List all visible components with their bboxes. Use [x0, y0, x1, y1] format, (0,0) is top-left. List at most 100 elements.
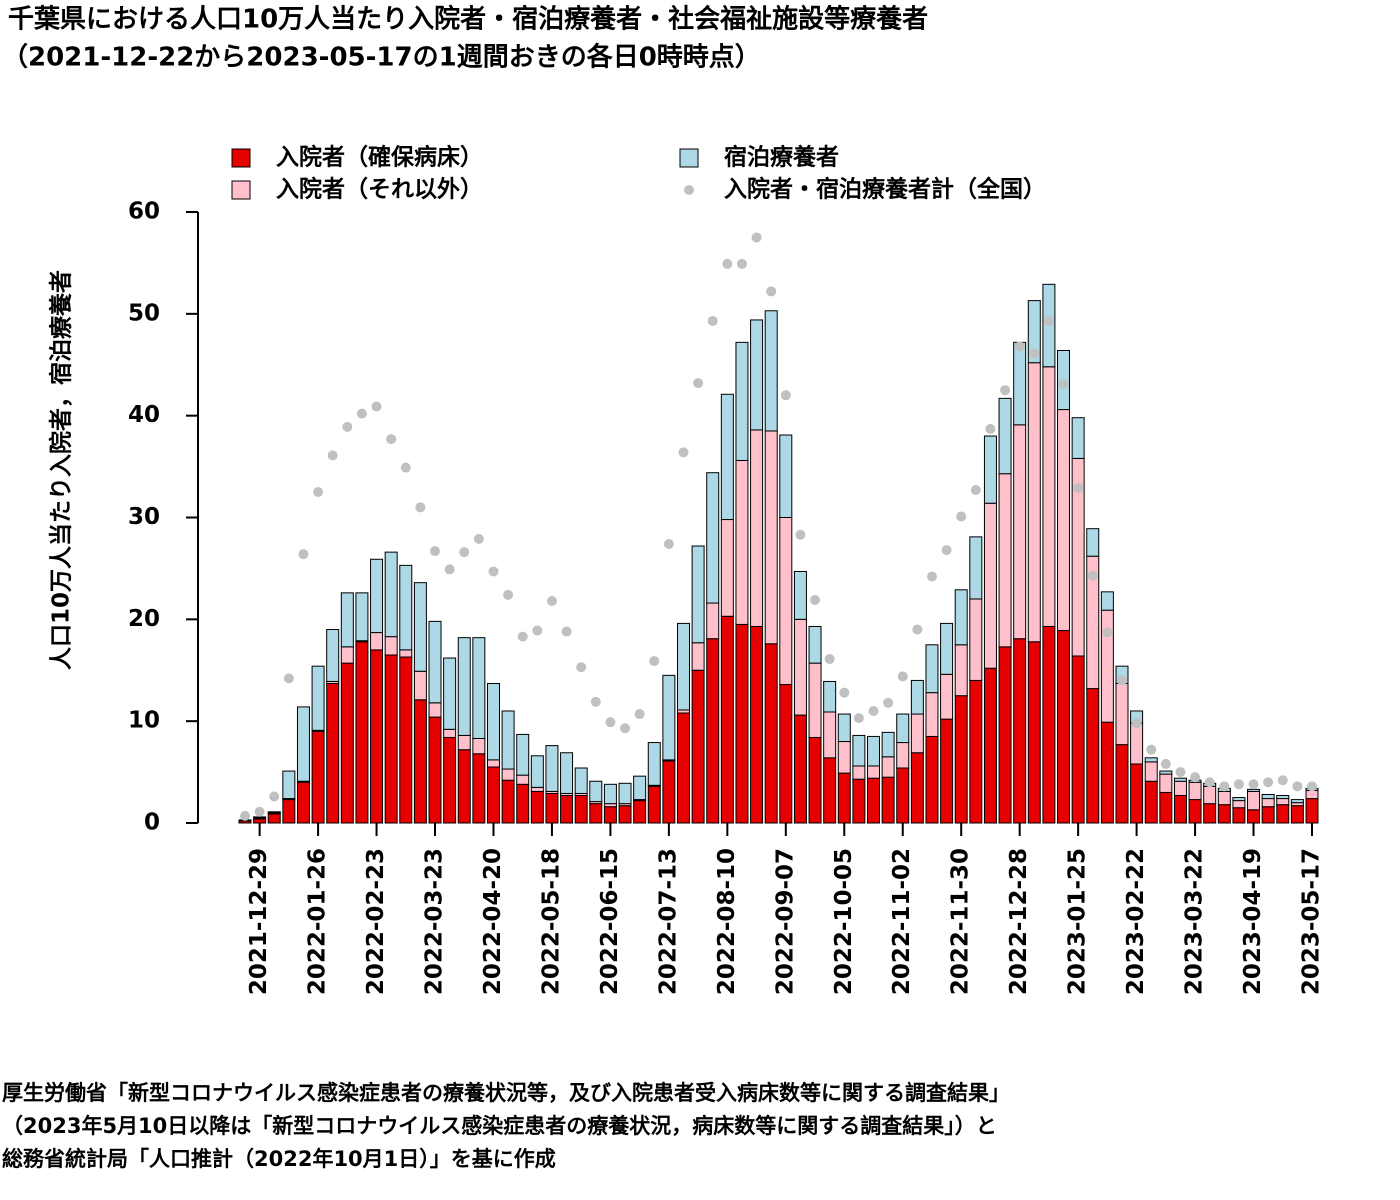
bar-segment: [1027, 300, 1041, 364]
legend-label: 入院者（確保病床）: [276, 144, 483, 171]
bar-segment: [574, 795, 588, 824]
bar-segment: [779, 684, 793, 824]
bar-segment: [896, 713, 910, 744]
bar-segment: [837, 741, 851, 774]
bar-segment: [384, 551, 398, 638]
bar-segment: [808, 736, 822, 824]
footnote: 厚生労働省「新型コロナウイルス感染症患者の療養状況等，及び入院患者受入病床数等に…: [2, 1081, 1010, 1105]
bar-segment: [311, 665, 325, 731]
bar-segment: [1188, 799, 1202, 824]
point: [1277, 775, 1288, 786]
point: [751, 232, 762, 243]
bar-segment: [355, 592, 369, 642]
point: [941, 545, 952, 556]
bar-segment: [296, 781, 310, 824]
point: [1233, 779, 1244, 790]
bar-segment: [1247, 788, 1261, 792]
point: [590, 696, 601, 707]
x-tick-label: 2022-01-26: [305, 848, 331, 995]
bar-segment: [428, 716, 442, 824]
bar-segment: [676, 622, 690, 711]
point: [1043, 315, 1054, 326]
point: [298, 549, 309, 560]
bar-segment: [633, 800, 647, 824]
bar-segment: [486, 766, 500, 824]
bar-segment: [516, 733, 530, 776]
bar-segment: [326, 682, 340, 824]
bar-segment: [983, 502, 997, 669]
point: [386, 434, 397, 445]
point: [1219, 781, 1230, 792]
legend-swatch: [679, 148, 699, 168]
bar-segment: [779, 434, 793, 519]
point: [1160, 758, 1171, 769]
point: [970, 485, 981, 496]
point: [1175, 767, 1186, 778]
point: [459, 547, 470, 558]
bar-segment: [940, 622, 954, 675]
bar-segment: [750, 429, 764, 627]
bar-segment: [1290, 799, 1304, 804]
x-tick-label: 2022-03-23: [422, 848, 448, 995]
bar-segment: [852, 734, 866, 767]
bar-segment: [1100, 609, 1114, 723]
bar-segment: [1159, 773, 1173, 793]
bar-segment: [370, 649, 384, 824]
bar-segment: [1217, 790, 1231, 806]
bar-segment: [867, 735, 881, 767]
bar-segment: [1071, 417, 1085, 459]
bar-segment: [589, 780, 603, 803]
bar-segment: [720, 519, 734, 617]
chart-title: 千葉県における人口10万人当たり入院者・宿泊療養者・社会福祉施設等療養者: [8, 4, 928, 35]
x-tick-label: 2022-07-13: [655, 848, 681, 995]
point: [532, 625, 543, 636]
x-tick-label: 2022-08-10: [714, 848, 740, 995]
bar-segment: [296, 706, 310, 782]
bar-segment: [253, 818, 267, 824]
point: [1000, 385, 1011, 396]
bar-segment: [560, 795, 574, 824]
footnote: （2023年5月10日以降は「新型コロナウイルス感染症患者の療養状況，病床数等に…: [2, 1114, 997, 1138]
y-tick-label: 0: [144, 810, 160, 836]
bar-segment: [457, 637, 471, 736]
point: [342, 421, 353, 432]
x-tick-label: 2021-12-29: [246, 848, 272, 995]
bar-segment: [428, 702, 442, 718]
bar-segment: [516, 774, 530, 785]
bar-segment: [1159, 770, 1173, 775]
bar-segment: [720, 393, 734, 521]
bar-segment: [1130, 763, 1144, 824]
bar-segment: [998, 397, 1012, 475]
bar-segment: [545, 745, 559, 792]
bar-segment: [779, 517, 793, 686]
bar-segment: [1203, 803, 1217, 824]
bar-segment: [910, 679, 924, 715]
bar-segment: [530, 790, 544, 824]
point: [1087, 570, 1098, 581]
bar-segment: [793, 570, 807, 620]
bar-segment: [837, 713, 851, 743]
bar-segment: [1232, 807, 1246, 824]
bar-segment: [282, 799, 296, 824]
point: [853, 713, 864, 724]
bar-segment: [560, 752, 574, 794]
point: [824, 654, 835, 665]
legend-label: 宿泊療養者: [724, 144, 839, 171]
x-tick-label: 2022-06-15: [597, 848, 623, 995]
point: [254, 806, 265, 817]
point: [985, 423, 996, 434]
bar-segment: [457, 734, 471, 751]
x-tick-label: 2022-02-23: [363, 848, 389, 995]
bar-segment: [1144, 780, 1158, 824]
bar-segment: [1276, 804, 1290, 824]
bar-segment: [1290, 805, 1304, 824]
bar-segment: [706, 472, 720, 604]
bar-segment: [399, 564, 413, 651]
point: [883, 697, 894, 708]
bar-segment: [647, 742, 661, 786]
bar-segment: [267, 813, 281, 824]
bar-segment: [311, 730, 325, 824]
point: [868, 705, 879, 716]
bar-segment: [1115, 744, 1129, 824]
point: [576, 662, 587, 673]
